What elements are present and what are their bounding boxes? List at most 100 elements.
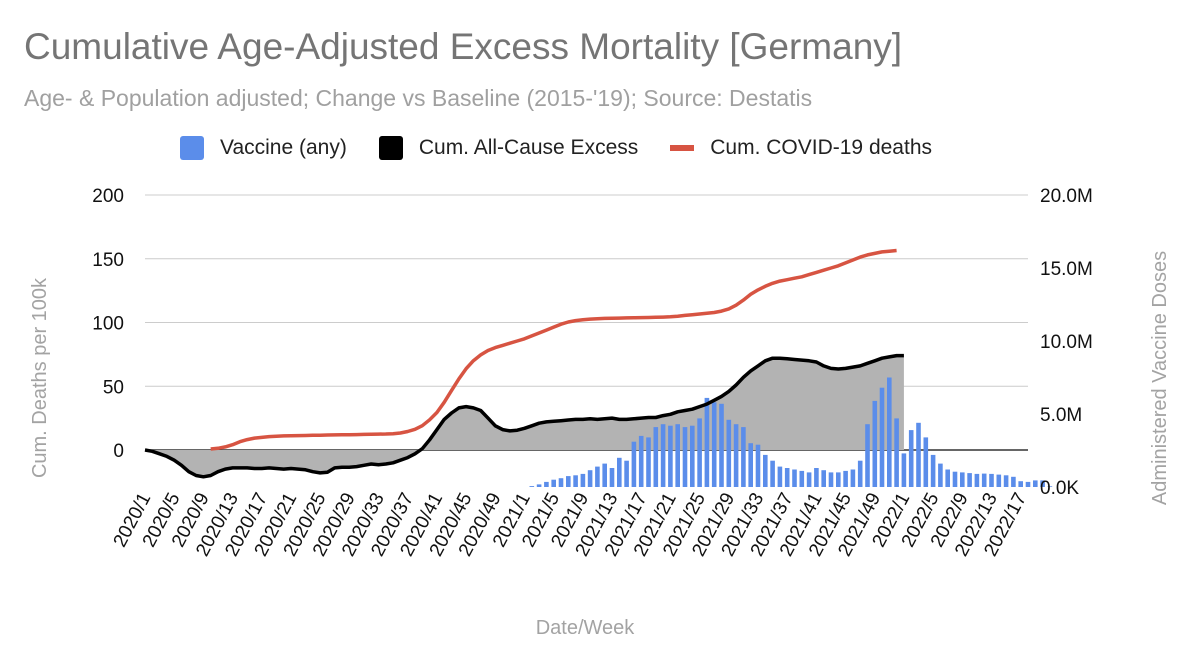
y-tick-label: 0 bbox=[113, 441, 124, 462]
vaccine-bar bbox=[529, 486, 535, 487]
vaccine-bar bbox=[668, 425, 673, 487]
vaccine-bar bbox=[624, 460, 629, 487]
vaccine-bar bbox=[733, 424, 739, 487]
vaccine-bar bbox=[755, 444, 761, 487]
vaccine-bar bbox=[850, 469, 856, 487]
vaccine-bar bbox=[638, 435, 644, 487]
vaccine-bar bbox=[536, 484, 542, 487]
vaccine-bar bbox=[974, 473, 980, 487]
excess-line bbox=[144, 353, 904, 479]
vaccine-bar bbox=[587, 470, 593, 487]
x-axis-title: Date/Week bbox=[536, 617, 636, 639]
legend-swatch-vaccine bbox=[180, 136, 204, 160]
vaccine-bar bbox=[646, 437, 651, 487]
vaccine-bar bbox=[894, 418, 899, 487]
vaccine-bar bbox=[908, 430, 914, 487]
vaccine-bar bbox=[821, 470, 826, 487]
vaccine-bar bbox=[704, 397, 710, 487]
vaccine-bar bbox=[843, 470, 848, 487]
series-lines bbox=[144, 248, 904, 479]
chart-title: Cumulative Age-Adjusted Excess Mortality… bbox=[24, 26, 903, 67]
y-axis-title: Cum. Deaths per 100k bbox=[29, 277, 51, 478]
vaccine-bar bbox=[828, 472, 834, 487]
vaccine-bar bbox=[748, 443, 753, 487]
covid-line bbox=[210, 248, 897, 451]
legend-label-excess: Cum. All-Cause Excess bbox=[418, 136, 639, 159]
legend-item-covid[interactable]: Cum. COVID-19 deaths bbox=[670, 136, 932, 160]
vaccine-bar bbox=[806, 472, 812, 487]
vaccine-bar bbox=[865, 424, 870, 487]
vaccine-bars bbox=[529, 377, 1053, 487]
vaccine-bar bbox=[711, 402, 717, 487]
vaccine-bar bbox=[836, 472, 841, 487]
vaccine-bar bbox=[544, 481, 549, 487]
legend-item-vaccine[interactable]: Vaccine (any) bbox=[180, 136, 347, 160]
y-tick-label: 150 bbox=[92, 250, 124, 271]
vaccine-bar bbox=[580, 473, 586, 487]
y-tick-label: 50 bbox=[103, 377, 124, 398]
vaccine-bar bbox=[857, 460, 863, 487]
y-tick-label: 100 bbox=[92, 314, 124, 335]
y2-tick-label: 15.0M bbox=[1040, 259, 1093, 280]
chart-legend: Vaccine (any) Cum. All-Cause Excess Cum.… bbox=[180, 136, 964, 160]
legend-label-vaccine: Vaccine (any) bbox=[220, 136, 347, 159]
vaccine-bar bbox=[792, 469, 797, 487]
left-axis-ticks: 200 150 100 50 0 bbox=[92, 186, 124, 462]
vaccine-bar bbox=[1011, 476, 1016, 487]
y2-tick-label: 0.0K bbox=[1040, 478, 1079, 499]
vaccine-bar bbox=[573, 475, 578, 487]
vaccine-bar bbox=[989, 473, 994, 487]
vaccine-bar bbox=[602, 463, 607, 487]
vaccine-bar bbox=[682, 427, 688, 487]
vaccine-bar bbox=[719, 403, 724, 487]
vaccine-bar bbox=[923, 437, 929, 487]
excess-area-fill bbox=[145, 355, 904, 477]
vaccine-bar bbox=[960, 472, 965, 487]
vaccine-bar bbox=[1040, 480, 1045, 487]
vaccine-bar bbox=[617, 457, 622, 487]
vaccine-bar bbox=[631, 441, 637, 487]
vaccine-bar bbox=[1025, 481, 1031, 487]
x-axis-ticks: 2020/12020/52020/92020/132020/172020/212… bbox=[110, 489, 1032, 560]
vaccine-bar bbox=[872, 400, 878, 487]
vaccine-bar bbox=[981, 473, 987, 487]
vaccine-bar bbox=[558, 478, 564, 487]
vaccine-bar bbox=[1047, 486, 1053, 487]
vaccine-bar bbox=[566, 476, 571, 487]
vaccine-bar bbox=[887, 377, 892, 487]
y2-tick-label: 5.0M bbox=[1040, 405, 1082, 426]
vaccine-bar bbox=[690, 425, 695, 487]
vaccine-bar bbox=[967, 473, 972, 487]
vaccine-bar bbox=[916, 422, 921, 487]
vaccine-bar bbox=[1018, 481, 1023, 487]
y-tick-label: 200 bbox=[92, 186, 124, 207]
vaccine-bar bbox=[945, 469, 950, 487]
vaccine-bar bbox=[1003, 475, 1009, 487]
vaccine-bar bbox=[814, 468, 819, 487]
vaccine-bar bbox=[1033, 480, 1038, 487]
legend-swatch-covid bbox=[670, 145, 695, 151]
vaccine-bar bbox=[653, 427, 659, 487]
legend-label-covid: Cum. COVID-19 deaths bbox=[710, 136, 933, 159]
vaccine-bar bbox=[930, 454, 936, 487]
vaccine-bar bbox=[609, 468, 615, 487]
vaccine-bar bbox=[901, 453, 907, 487]
vaccine-bar bbox=[595, 466, 600, 487]
y2-tick-label: 10.0M bbox=[1040, 332, 1093, 353]
y2-tick-label: 20.0M bbox=[1040, 186, 1093, 207]
vaccine-bar bbox=[996, 474, 1002, 487]
vaccine-bar bbox=[763, 454, 768, 487]
vaccine-bar bbox=[784, 468, 790, 487]
vaccine-bar bbox=[551, 479, 556, 487]
vaccine-bar bbox=[777, 466, 783, 487]
vaccine-bar bbox=[697, 418, 702, 487]
legend-swatch-excess bbox=[378, 136, 403, 160]
vaccine-bar bbox=[770, 460, 775, 487]
vaccine-bar bbox=[938, 463, 943, 487]
vaccine-bar bbox=[879, 387, 885, 487]
chart-subtitle: Age- & Population adjusted; Change vs Ba… bbox=[24, 85, 813, 111]
legend-item-excess[interactable]: Cum. All-Cause Excess bbox=[378, 136, 639, 160]
excess-area bbox=[145, 355, 904, 477]
vaccine-bar bbox=[660, 424, 666, 487]
